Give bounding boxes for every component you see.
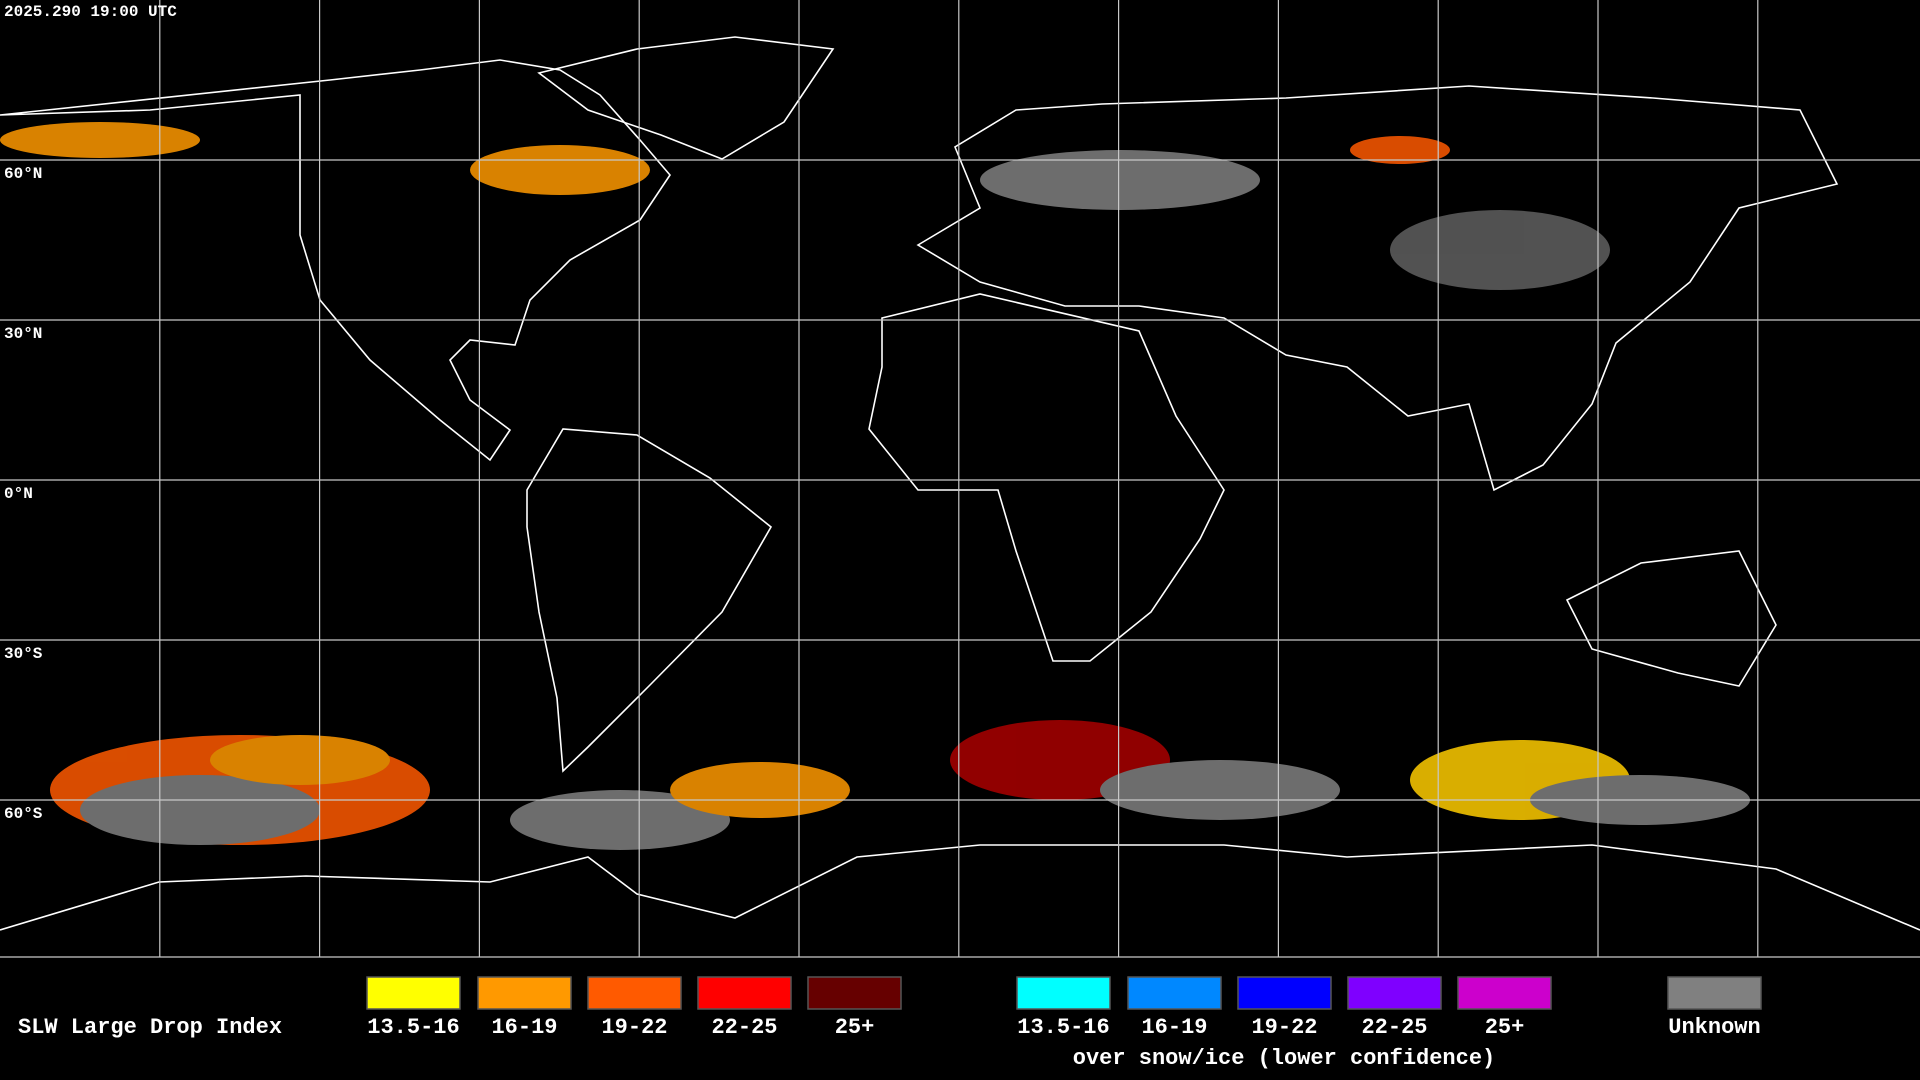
legend-label: 19-22: [601, 1015, 667, 1040]
legend-swatch: [1016, 976, 1111, 1010]
legend: SLW Large Drop Index 13.5-16 16-19 19-22 22-…: [18, 976, 1762, 1071]
coastline: [526, 428, 773, 773]
cloud-patch: [210, 735, 390, 785]
legend-label: 25+: [1485, 1015, 1525, 1040]
cloud-patch: [80, 775, 320, 845]
legend-swatch: [1347, 976, 1442, 1010]
legend-label: 13.5-16: [1017, 1015, 1109, 1040]
coastline: [868, 293, 1225, 662]
cloud-patch: [1100, 760, 1340, 820]
legend-swatch: [477, 976, 572, 1010]
legend-swatch: [366, 976, 461, 1010]
legend-label: 13.5-16: [367, 1015, 459, 1040]
coastlines: [0, 36, 1920, 931]
snow-caption: over snow/ice (lower confidence): [1073, 1046, 1495, 1071]
legend-swatch: [1457, 976, 1552, 1010]
legend-label: 22-25: [711, 1015, 777, 1040]
legend-swatch: [1127, 976, 1222, 1010]
cloud-patch: [510, 790, 730, 850]
latitude-label: 30°S: [4, 645, 43, 663]
legend-label: Unknown: [1668, 1015, 1760, 1040]
legend-label: 25+: [835, 1015, 875, 1040]
coastline: [916, 85, 1839, 492]
legend-swatch: [807, 976, 902, 1010]
cloud-patch: [1350, 136, 1450, 164]
coastline: [0, 844, 1920, 931]
latitude-label: 30°N: [4, 325, 42, 343]
cloud-patch: [1390, 210, 1610, 290]
legend-title: SLW Large Drop Index: [18, 1015, 282, 1040]
legend-label: 22-25: [1361, 1015, 1427, 1040]
latitude-label: 60°S: [4, 805, 43, 823]
cloud-patch: [470, 145, 650, 195]
cloud-patch: [670, 762, 850, 818]
legend-label: 19-22: [1251, 1015, 1317, 1040]
coastline: [0, 59, 672, 462]
cloud-patch: [0, 122, 200, 158]
timestamp: 2025.290 19:00 UTC: [4, 3, 177, 21]
graticule: [0, 0, 1920, 958]
cloud-patch: [980, 150, 1260, 210]
legend-label: 16-19: [1141, 1015, 1207, 1040]
latitude-label: 0°N: [4, 485, 33, 503]
legend-swatch: [1667, 976, 1762, 1010]
legend-swatch: [697, 976, 792, 1010]
legend-swatch: [587, 976, 682, 1010]
legend-swatch: [1237, 976, 1332, 1010]
coastline: [537, 36, 835, 160]
latitude-label: 60°N: [4, 165, 42, 183]
legend-label: 16-19: [491, 1015, 557, 1040]
